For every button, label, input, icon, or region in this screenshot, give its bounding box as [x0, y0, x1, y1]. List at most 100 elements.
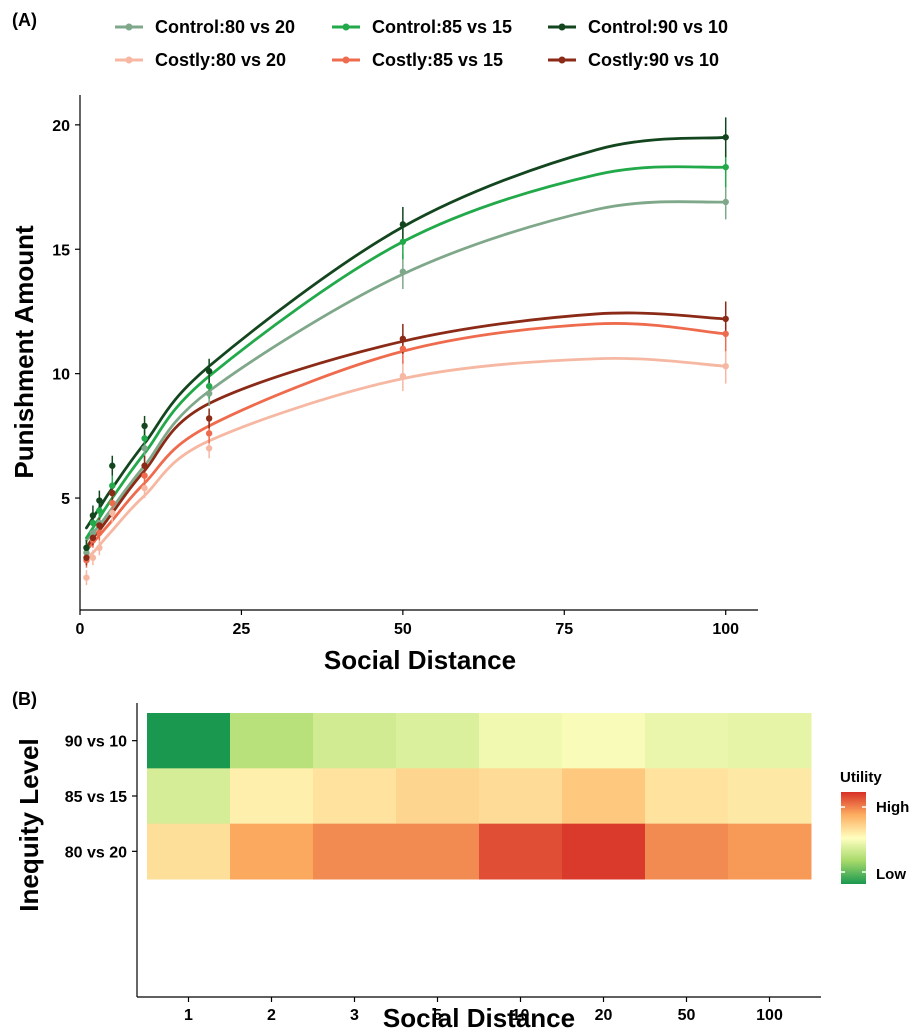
- data-point-costly-90-vs-10: [205, 415, 213, 422]
- data-point-costly-90-vs-10: [722, 315, 729, 323]
- legend-label-costly-80-vs-20: Costly:80 vs 20: [155, 50, 286, 70]
- data-point-costly-85-vs-15: [109, 499, 116, 507]
- data-point-control-90-vs-10: [83, 544, 90, 552]
- data-point-costly-80-vs-20: [89, 554, 97, 561]
- colorbar-low-label: Low: [876, 866, 906, 883]
- x-axis-title: Social Distance: [324, 645, 516, 675]
- colorbar: [841, 792, 866, 884]
- data-point-control-90-vs-10: [89, 512, 97, 519]
- heatmap-cell-90-vs-10-100: [728, 713, 812, 769]
- panel-a-label: (A): [12, 10, 37, 30]
- data-point-control-85-vs-15: [205, 382, 213, 390]
- heatmap-cell-80-vs-20-2: [230, 823, 314, 880]
- data-point-control-80-vs-20: [141, 445, 148, 452]
- heatmap-y-tick-label: 80 vs 20: [65, 844, 127, 861]
- y-axis-title: Punishment Amount: [9, 225, 39, 479]
- legend-marker-control-80-vs-20: [125, 23, 133, 31]
- legend-marker-control-85-vs-15: [342, 23, 350, 31]
- heatmap-cell-80-vs-20-3: [313, 823, 397, 880]
- heatmap-cell-85-vs-15-2: [230, 768, 314, 825]
- legend-label-costly-85-vs-15: Costly:85 vs 15: [372, 50, 503, 70]
- legend-marker-costly-80-vs-20: [125, 56, 133, 64]
- x-tick-label: 75: [555, 621, 573, 638]
- x-tick-label: 50: [394, 621, 412, 638]
- heatmap-cell-85-vs-15-10: [479, 768, 563, 825]
- fit-curve-costly-85-vs-15: [85, 322, 728, 552]
- legend-label-control-85-vs-15: Control:85 vs 15: [372, 17, 512, 37]
- heatmap-cell-90-vs-10-1: [147, 713, 231, 769]
- heatmap-cell-80-vs-20-20: [562, 823, 646, 880]
- heatmap-y-axis-title: Inequity Level: [14, 738, 44, 911]
- heatmap-x-tick-label: 20: [595, 1007, 613, 1024]
- heatmap-x-tick-label: 5: [433, 1007, 442, 1024]
- heatmap-x-tick-label: 2: [267, 1007, 276, 1024]
- heatmap-cell-90-vs-10-50: [645, 713, 729, 769]
- data-point-control-85-vs-15: [96, 507, 103, 514]
- data-point-costly-90-vs-10: [109, 489, 116, 497]
- y-tick-label: 20: [52, 118, 70, 135]
- heatmap-cell-85-vs-15-20: [562, 768, 646, 825]
- fit-curve-control-85-vs-15: [85, 165, 728, 540]
- data-point-control-80-vs-20: [205, 390, 213, 397]
- heatmap-cell-90-vs-10-3: [313, 713, 397, 769]
- heatmap-cell-85-vs-15-5: [396, 768, 480, 825]
- heatmap-x-tick-label: 1: [184, 1007, 193, 1024]
- heatmap-x-tick-label: 3: [350, 1007, 359, 1024]
- data-point-costly-85-vs-15: [96, 529, 103, 537]
- heatmap-cell-85-vs-15-1: [147, 768, 231, 825]
- data-point-control-85-vs-15: [109, 482, 116, 489]
- heatmap-cell-85-vs-15-100: [728, 768, 812, 825]
- data-point-costly-85-vs-15: [205, 430, 213, 437]
- data-point-control-90-vs-10: [399, 221, 407, 228]
- heatmap-cell-80-vs-20-100: [728, 823, 812, 880]
- data-point-costly-85-vs-15: [141, 472, 148, 479]
- colorbar-high-label: High: [876, 799, 909, 816]
- heatmap-axes: 1 2 3 5 10 20 50 100 90 vs 10 85 vs 15 80 vs 20: [65, 703, 821, 1024]
- data-point-control-80-vs-20: [722, 198, 729, 206]
- y-tick-label: 5: [61, 491, 70, 508]
- data-point-control-85-vs-15: [89, 519, 97, 527]
- data-point-costly-90-vs-10: [141, 462, 148, 469]
- x-tick-label: 0: [76, 621, 85, 638]
- colorbar-title: Utility: [840, 769, 882, 786]
- legend-marker-costly-90-vs-10: [558, 56, 566, 64]
- data-point-control-80-vs-20: [89, 529, 97, 537]
- fit-curve-costly-90-vs-10: [85, 311, 728, 550]
- heatmap-cell-90-vs-10-5: [396, 713, 480, 769]
- data-point-control-90-vs-10: [109, 462, 116, 469]
- data-point-costly-80-vs-20: [96, 544, 103, 552]
- heatmap-cell-80-vs-20-1: [147, 823, 231, 880]
- data-point-costly-90-vs-10: [96, 522, 103, 529]
- y-tick-label: 10: [52, 367, 70, 384]
- data-point-control-85-vs-15: [141, 435, 148, 442]
- heatmap-cell-90-vs-10-20: [562, 713, 646, 769]
- heatmap-y-tick-label: 85 vs 15: [65, 789, 127, 806]
- x-tick-label: 25: [233, 621, 251, 638]
- data-point-costly-85-vs-15: [722, 330, 729, 338]
- heatmap-cell-90-vs-10-10: [479, 713, 563, 769]
- data-point-control-90-vs-10: [141, 422, 148, 430]
- heatmap-x-tick-label: 10: [512, 1007, 530, 1024]
- data-point-costly-80-vs-20: [399, 372, 407, 380]
- data-point-control-80-vs-20: [83, 549, 90, 556]
- legend-marker-control-90-vs-10: [558, 23, 566, 31]
- y-tick-label: 15: [52, 242, 70, 259]
- heatmap-cell-90-vs-10-2: [230, 713, 314, 769]
- data-points: [83, 134, 729, 581]
- heatmap-cell-85-vs-15-3: [313, 768, 397, 825]
- legend-marker-costly-85-vs-15: [342, 56, 350, 64]
- data-point-costly-80-vs-20: [83, 574, 90, 581]
- data-point-costly-80-vs-20: [109, 509, 116, 517]
- data-point-control-90-vs-10: [205, 367, 213, 375]
- data-point-control-85-vs-15: [399, 238, 407, 245]
- fit-curve-control-80-vs-20: [85, 200, 728, 542]
- heatmap-cell-80-vs-20-5: [396, 823, 480, 880]
- fit-curves: [85, 135, 728, 560]
- heatmap-cell-80-vs-20-10: [479, 823, 563, 880]
- data-point-control-90-vs-10: [722, 134, 729, 141]
- heatmap-x-tick-label: 100: [756, 1007, 783, 1024]
- heatmap-cell-80-vs-20-50: [645, 823, 729, 880]
- legend: Control:80 vs 20 Control:85 vs 15 Control:…: [115, 17, 728, 70]
- data-point-costly-90-vs-10: [399, 335, 407, 343]
- fit-curve-costly-80-vs-20: [85, 357, 728, 560]
